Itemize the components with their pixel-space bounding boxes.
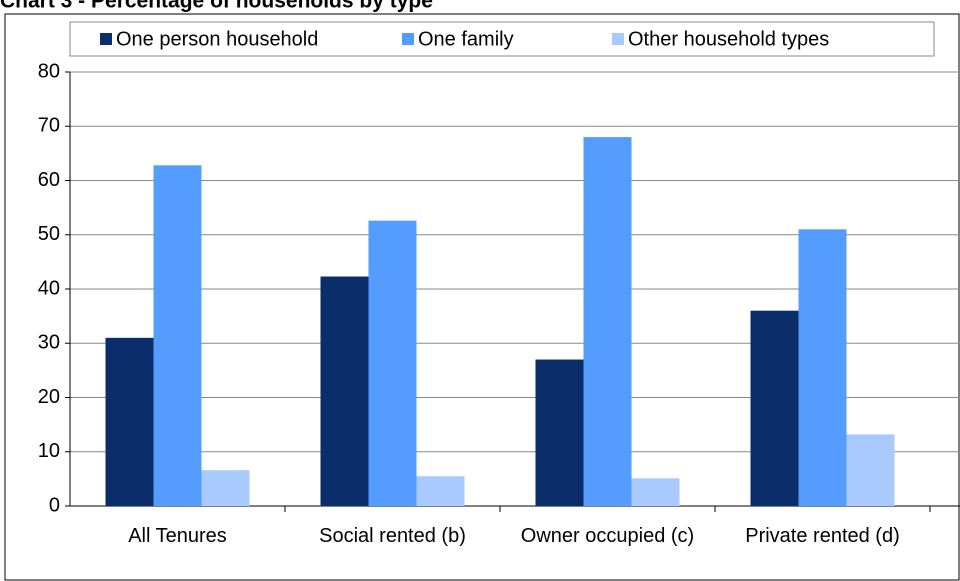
bar [846,434,895,506]
y-tick-label: 30 [38,332,60,354]
bar [631,478,680,506]
legend-swatch [100,33,112,45]
y-tick-label: 70 [38,115,60,137]
x-tick-label: Social rented (b) [319,525,466,547]
bar [105,337,154,506]
y-tick-label: 0 [49,494,60,516]
legend-swatch [402,33,414,45]
legend-box [69,21,935,57]
legend-label: Other household types [628,28,829,50]
bar [416,476,465,506]
y-tick-label: 40 [38,277,60,299]
y-tick-label: 20 [38,386,60,408]
bar [368,220,417,506]
chart-title: Chart 3 - Percentage of households by ty… [0,0,433,13]
y-tick-label: 50 [38,223,60,245]
chart-frame [4,13,960,581]
bar [798,229,847,506]
legend-label: One person household [116,28,318,50]
y-tick-label: 80 [38,60,60,82]
bar [201,470,250,506]
y-tick-label: 60 [38,169,60,191]
bar [320,276,369,506]
legend-label: One family [418,28,514,50]
bar [535,359,584,506]
y-tick-label: 10 [38,440,60,462]
x-tick-label: Private rented (d) [745,525,900,547]
bar [750,310,799,506]
x-tick-label: Owner occupied (c) [520,525,695,547]
bar [583,137,632,506]
bar [153,165,202,506]
x-tick-label: All Tenures [128,525,227,547]
legend-swatch [612,33,624,45]
